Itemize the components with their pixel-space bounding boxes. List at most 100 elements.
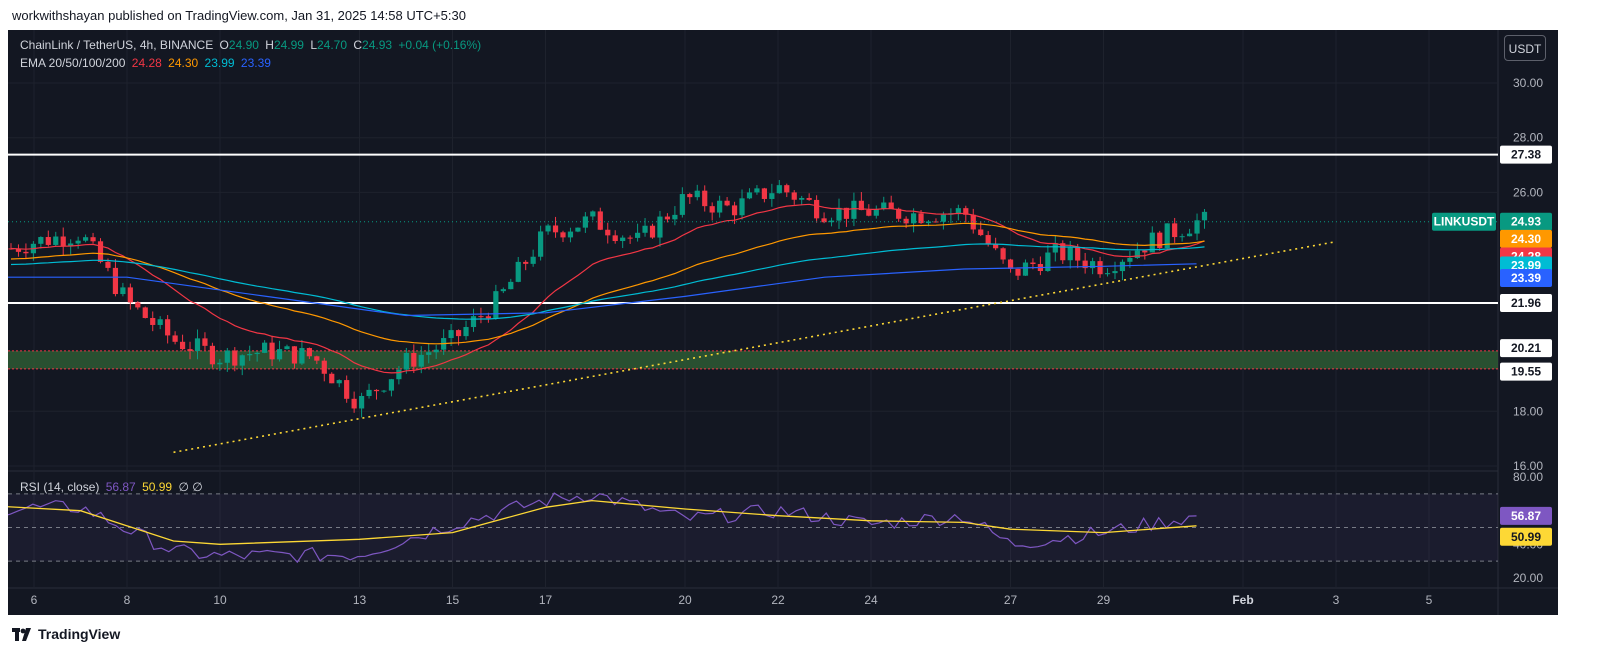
candle-body	[157, 319, 163, 325]
rsi-legend[interactable]: RSI (14, close) 56.87 50.99 ∅ ∅	[20, 480, 206, 494]
support-zone	[8, 350, 1498, 369]
candle-body	[545, 225, 551, 232]
ohlc-open-key: O	[219, 38, 229, 52]
candle-body	[1127, 258, 1133, 262]
ema100-tag: 23.99	[1511, 258, 1541, 272]
symbol-tag-bg	[1432, 212, 1496, 231]
candle-body	[299, 348, 305, 364]
candle-body	[814, 199, 820, 219]
candle-body	[120, 287, 126, 295]
candle-body	[761, 188, 767, 199]
candle-body	[135, 302, 141, 308]
ema50-value: 24.30	[168, 56, 199, 70]
candle-body	[1067, 247, 1073, 261]
ohlc-high-value: 24.99	[273, 38, 304, 52]
candle-body	[1090, 261, 1096, 269]
candle-body	[209, 345, 216, 365]
candle-body	[358, 396, 365, 409]
candle-body	[843, 207, 850, 219]
x-tick-label: 20	[678, 593, 692, 607]
y-tick-label: 30.00	[1513, 76, 1543, 90]
top-bar: workwithshayan published on TradingView.…	[0, 0, 1600, 30]
rsi-ma-line	[8, 499, 1197, 545]
ohlc-high-key: H	[265, 38, 274, 52]
chart-svg[interactable]: 6 8 10 13 15 17 20 22 24 27 29 Feb 3 5 30.00 28.00 26.00…	[8, 30, 1558, 615]
candle-body	[955, 208, 961, 214]
candle-body	[1186, 233, 1193, 237]
x-tick-label: 27	[1004, 593, 1018, 607]
rsi-label: RSI (14, close)	[20, 480, 100, 494]
candle-body	[933, 221, 939, 223]
candle-body	[888, 202, 894, 209]
candle-body	[851, 200, 857, 219]
ohlc-close-key: C	[353, 38, 363, 52]
candle-body	[202, 338, 208, 346]
candle-body	[940, 214, 947, 222]
x-tick-label: 29	[1097, 593, 1111, 607]
candle-body	[731, 205, 738, 216]
tradingview-logo[interactable]: TradingView	[12, 625, 120, 643]
candle-body	[433, 349, 439, 353]
rsi-ma-value: 50.99	[142, 480, 173, 494]
candle-body	[224, 350, 230, 363]
candle-body	[642, 225, 648, 233]
ohlc-low-value: 24.70	[317, 38, 348, 52]
candle-body	[903, 218, 909, 224]
symbol-legend[interactable]: ChainLink / TetherUS, 4h, BINANCE O24.90…	[20, 38, 484, 52]
chart-frame[interactable]: 6 8 10 13 15 17 20 22 24 27 29 Feb 3 5 30.00 28.00 26.00…	[8, 30, 1558, 615]
candle-body	[336, 380, 342, 384]
candle-body	[873, 209, 879, 216]
currency-button[interactable]: USDT	[1504, 35, 1546, 61]
candle-body	[90, 237, 96, 242]
candle-body	[418, 354, 424, 367]
candle-body	[1052, 243, 1058, 253]
rsi-line	[8, 492, 1197, 564]
candle-body	[1007, 259, 1014, 269]
x-tick-label: 13	[353, 593, 367, 607]
y-tick-label: 26.00	[1513, 185, 1543, 199]
candle-body	[306, 348, 312, 357]
candle-body	[194, 338, 201, 352]
tradingview-logo-icon	[12, 627, 31, 641]
candle-body	[485, 316, 491, 319]
candle-body	[142, 307, 148, 318]
candle-body	[896, 208, 902, 219]
ema-label: EMA 20/50/100/200	[20, 56, 126, 70]
candle-body	[68, 243, 74, 247]
publisher-line: workwithshayan published on TradingView.…	[12, 8, 466, 23]
candle-body	[881, 202, 887, 210]
candle-body	[784, 185, 790, 193]
candle-body	[1075, 247, 1081, 261]
candle-body	[515, 261, 521, 282]
ema50-tag: 24.30	[1511, 232, 1541, 246]
candle-body	[821, 218, 827, 223]
candle-body	[925, 221, 932, 224]
candle-body	[470, 316, 477, 328]
x-tick-label: 17	[539, 593, 553, 607]
candle-body	[448, 330, 454, 339]
candle-body	[172, 335, 178, 342]
ema-legend[interactable]: EMA 20/50/100/200 24.28 24.30 23.99 23.3…	[20, 56, 274, 70]
rsi-ma-value-tag-bg	[1500, 527, 1552, 546]
ema200-tag: 23.39	[1511, 271, 1541, 285]
ema200-value: 23.39	[240, 56, 271, 70]
candle-body	[1000, 248, 1006, 260]
candle-body	[291, 346, 298, 364]
rsi-ma-value-tag: 50.99	[1511, 530, 1541, 544]
candle-body	[373, 389, 380, 392]
candle-body	[582, 216, 588, 228]
candle-body	[1119, 261, 1126, 272]
rsi-y-tick-label: 20.00	[1513, 571, 1543, 585]
rsi-value-tag-bg	[1500, 506, 1552, 525]
candle-body	[1015, 268, 1021, 276]
candle-body	[620, 237, 626, 242]
candle-body	[60, 236, 66, 247]
rsi-value: 56.87	[105, 480, 136, 494]
candle-body	[724, 200, 730, 206]
candle-body	[1045, 252, 1051, 272]
last-price-tag-bg	[1500, 212, 1552, 231]
symbol-title: ChainLink / TetherUS, 4h, BINANCE	[20, 38, 214, 52]
candle-body	[687, 194, 693, 198]
candle-body	[1201, 211, 1208, 221]
candle-body	[702, 190, 708, 207]
